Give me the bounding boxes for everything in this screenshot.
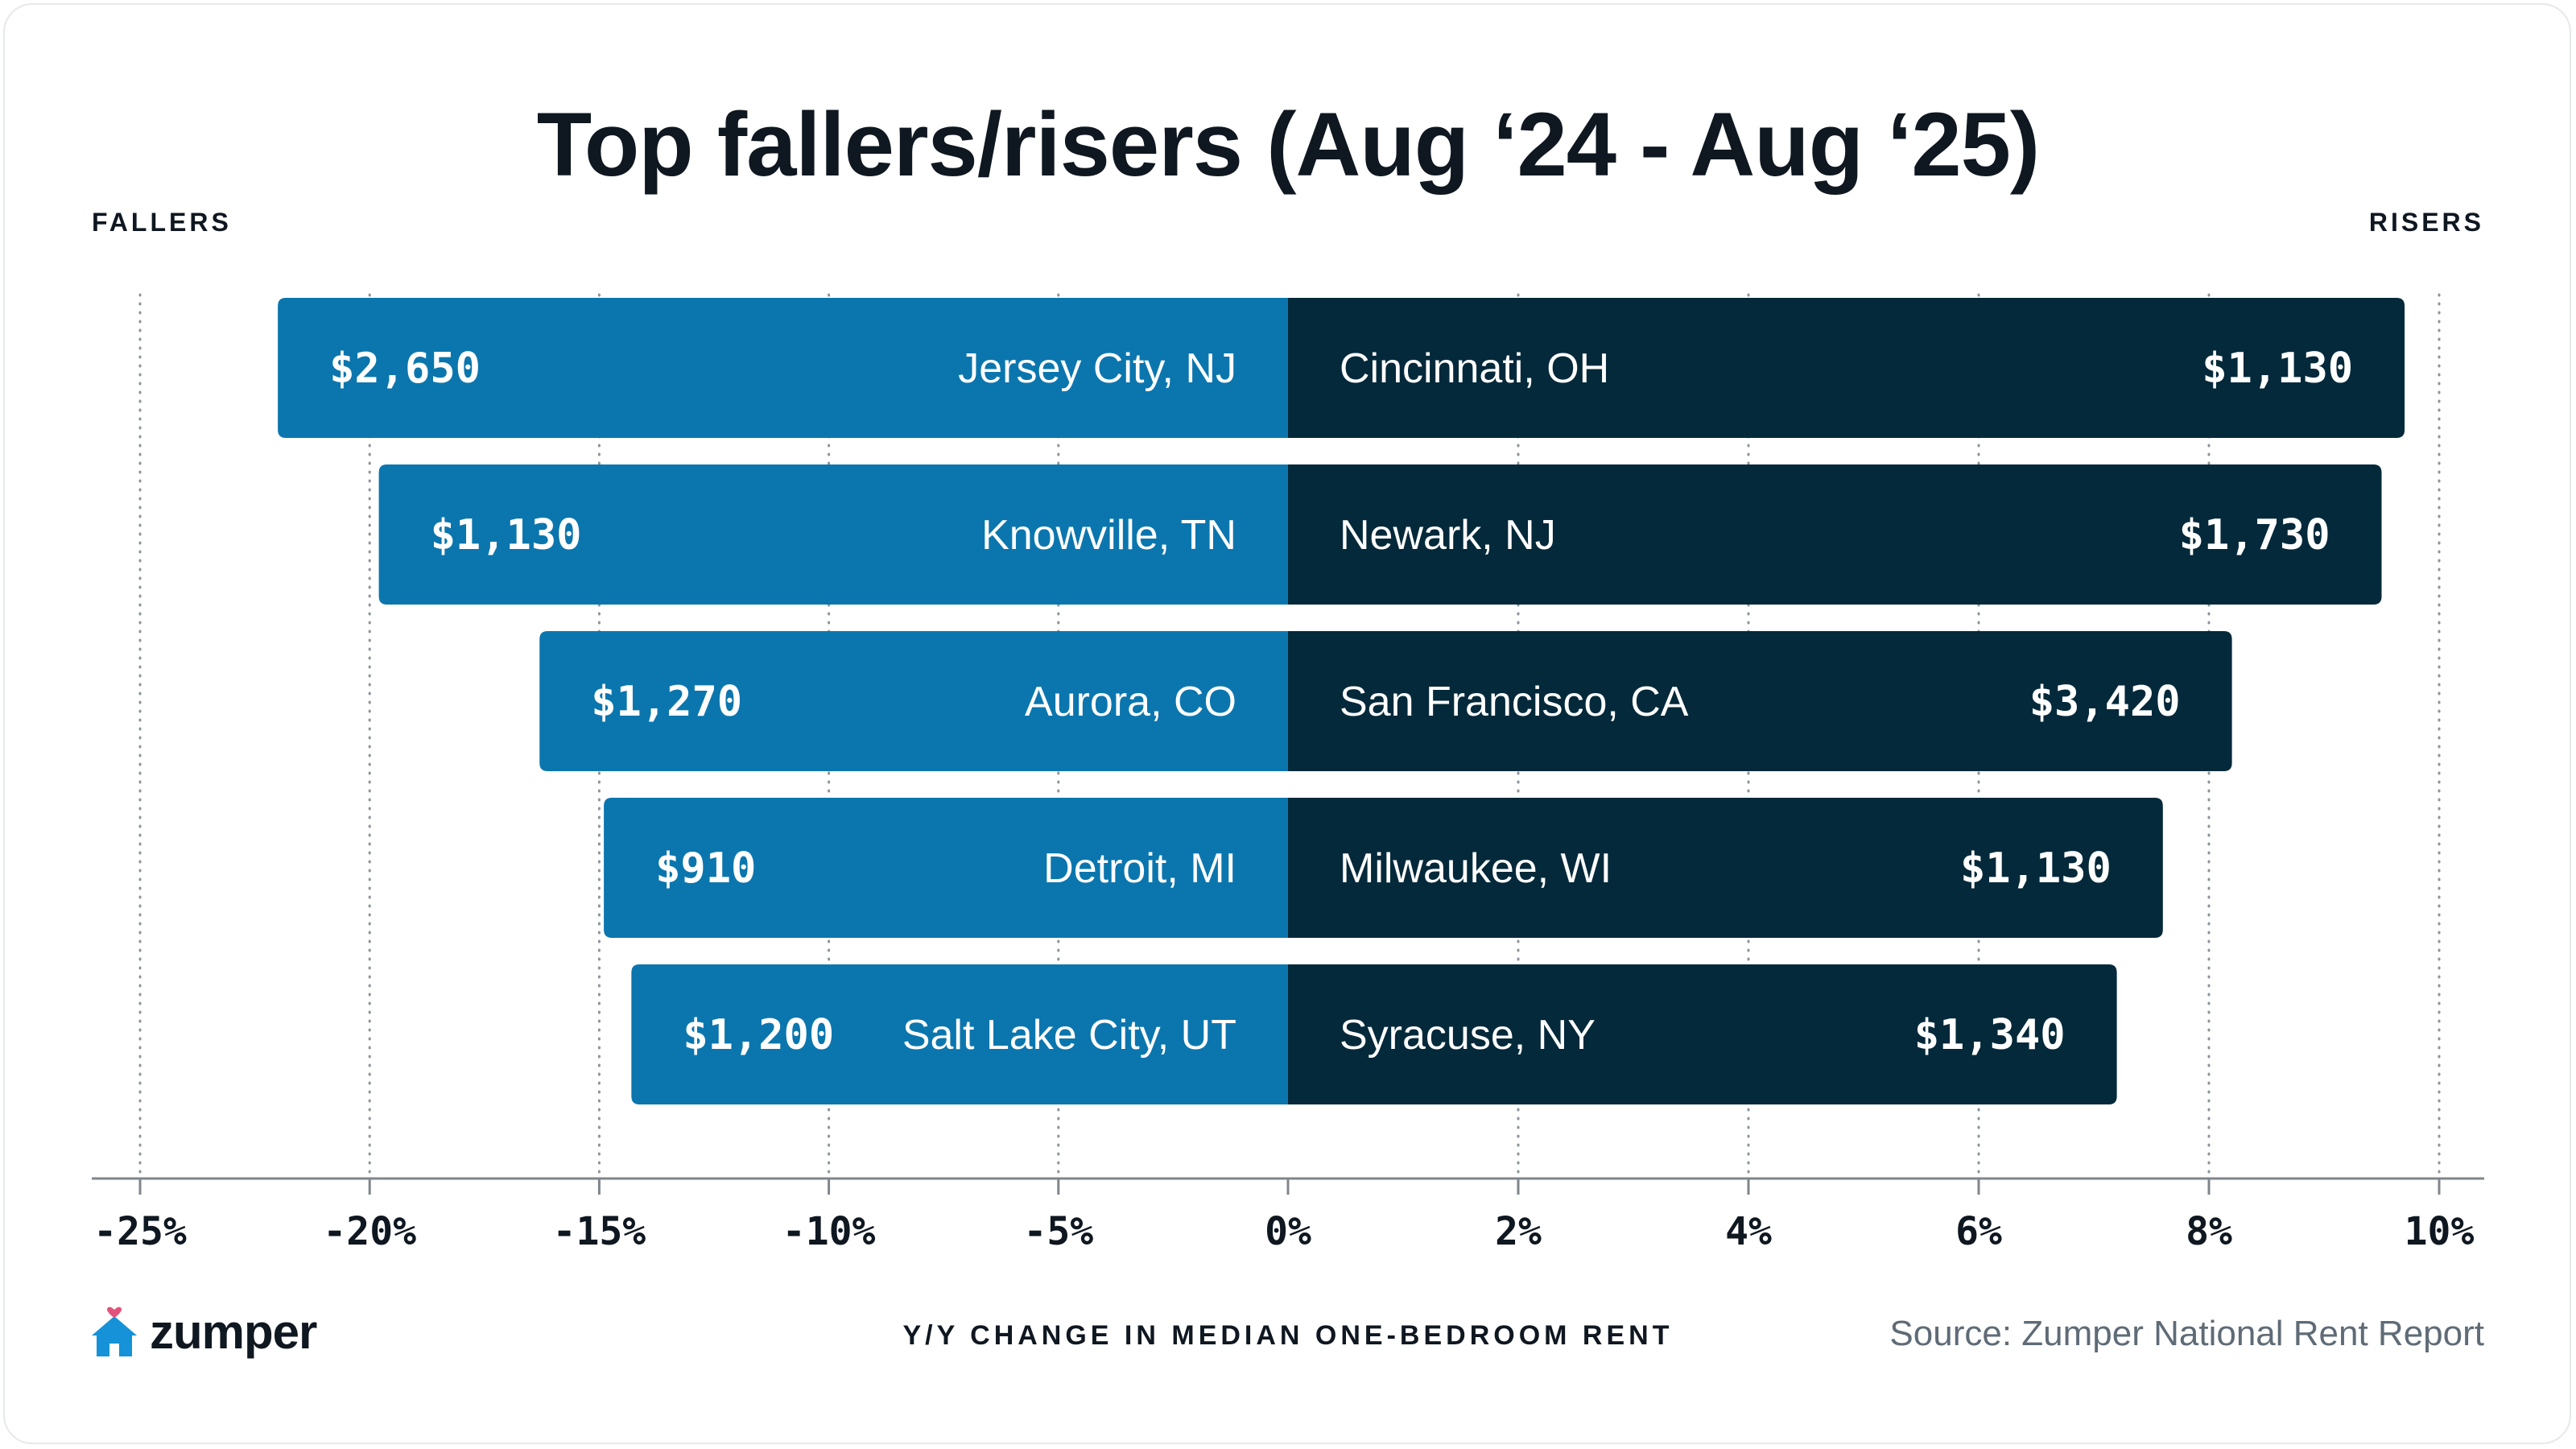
tick-label-right: 10% xyxy=(2405,1209,2475,1254)
faller-bar xyxy=(539,631,1288,771)
zumper-logo: zumper xyxy=(90,1302,317,1360)
faller-city-label: Aurora, CO xyxy=(1025,679,1236,725)
faller-city-label: Knowville, TN xyxy=(981,512,1236,559)
tick-label-right: 8% xyxy=(2186,1209,2232,1254)
tick-label-left: -5% xyxy=(1023,1209,1093,1254)
faller-city-label: Salt Lake City, UT xyxy=(902,1012,1236,1059)
tick-label-left: 0% xyxy=(1265,1209,1311,1254)
riser-bar xyxy=(1288,964,2117,1104)
faller-rent-label: $910 xyxy=(655,844,756,893)
faller-bar xyxy=(604,798,1288,938)
house-heart-icon xyxy=(92,1307,137,1356)
faller-city-label: Jersey City, NJ xyxy=(958,345,1236,392)
faller-city-label: Detroit, MI xyxy=(1043,845,1236,892)
riser-rent-label: $3,420 xyxy=(2029,678,2181,726)
riser-rent-label: $1,340 xyxy=(1914,1011,2066,1059)
tick-label-left: -25% xyxy=(93,1209,187,1254)
tick-label-right: 2% xyxy=(1495,1209,1542,1254)
riser-bar xyxy=(1288,631,2232,771)
tick-label-left: -15% xyxy=(553,1209,646,1254)
riser-city-label: Syracuse, NY xyxy=(1340,1012,1596,1059)
tick-label-right: 6% xyxy=(1955,1209,2002,1254)
x-axis-title: Y/Y CHANGE IN MEDIAN ONE-BEDROOM RENT xyxy=(902,1320,1674,1351)
riser-city-label: Cincinnati, OH xyxy=(1340,345,1609,392)
tick-label-left: -10% xyxy=(782,1209,876,1254)
tick-label-right: 4% xyxy=(1725,1209,1772,1254)
riser-city-label: San Francisco, CA xyxy=(1340,679,1689,725)
faller-bar xyxy=(378,464,1288,605)
tick-label-left: -20% xyxy=(323,1209,416,1254)
riser-bar xyxy=(1288,464,2382,605)
faller-rent-label: $1,130 xyxy=(431,511,582,559)
source-note: Source: Zumper National Rent Report xyxy=(1889,1314,2484,1353)
riser-city-label: Newark, NJ xyxy=(1340,512,1556,559)
fallers-label: FALLERS xyxy=(92,208,232,237)
riser-rent-label: $1,130 xyxy=(2202,345,2353,393)
faller-rent-label: $2,650 xyxy=(329,345,481,393)
faller-rent-label: $1,200 xyxy=(683,1011,834,1059)
riser-bar xyxy=(1288,798,2163,938)
riser-rent-label: $1,130 xyxy=(1960,844,2112,893)
riser-city-label: Milwaukee, WI xyxy=(1340,845,1612,892)
logo-text: zumper xyxy=(150,1304,317,1359)
chart-title: Top fallers/risers (Aug ‘24 - Aug ‘25) xyxy=(536,94,2040,195)
faller-rent-label: $1,270 xyxy=(591,678,742,726)
riser-rent-label: $1,730 xyxy=(2179,511,2330,559)
faller-bar xyxy=(631,964,1288,1104)
risers-label: RISERS xyxy=(2368,208,2484,237)
faller-bar xyxy=(278,298,1288,438)
riser-bar xyxy=(1288,298,2405,438)
